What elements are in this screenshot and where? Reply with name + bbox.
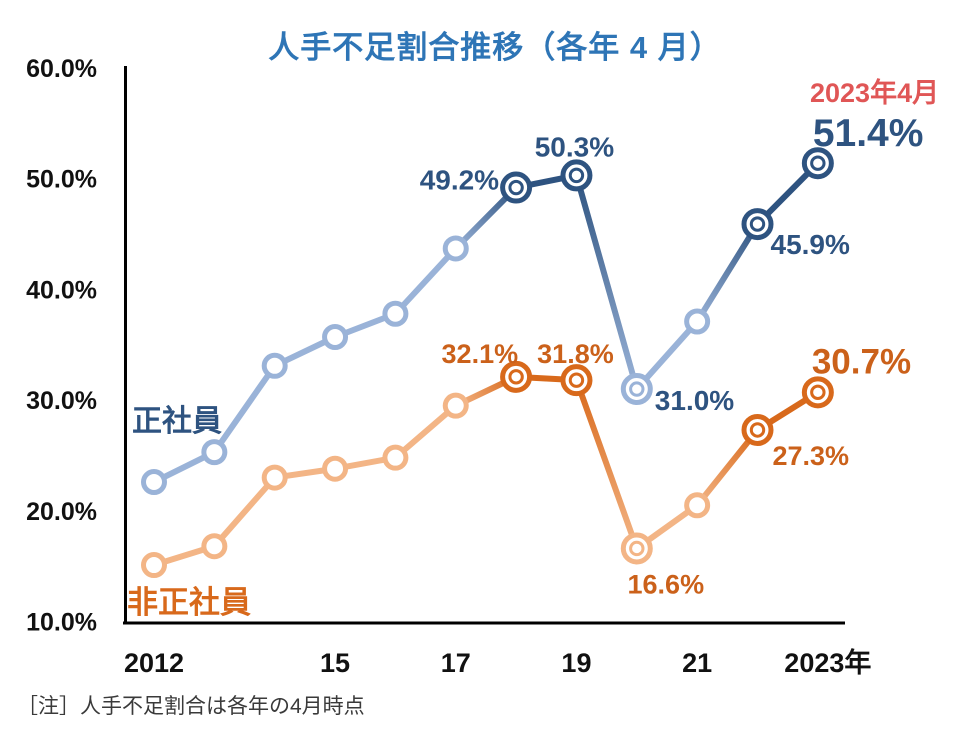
regular-employee-segment-2021-2022 [694, 221, 761, 325]
x-tick-label-2012: 2012 [124, 648, 184, 678]
regular-employee-point-inner-ring-2023 [810, 155, 826, 171]
non-regular-employee-point-2012 [141, 552, 167, 579]
y-tick-label-30: 30.0% [26, 387, 97, 415]
regular-employee-point-2017 [442, 235, 469, 262]
regular-employee-data-label-2018: 49.2% [420, 165, 499, 196]
non-regular-employee-data-label-2022: 27.3% [773, 441, 850, 471]
non-regular-employee-data-label-2018: 32.1% [442, 339, 519, 369]
regular-employee-segment-2013-2014 [211, 362, 278, 456]
non-regular-employee-point-inner-ring-2023 [810, 384, 826, 401]
regular-employee-data-label-2020: 31.0% [655, 385, 734, 416]
non-regular-employee-point-2013 [201, 533, 228, 560]
y-tick-label-20: 20.0% [26, 498, 97, 526]
regular-employee-point-2016 [382, 300, 409, 327]
non-regular-employee-point-2016 [382, 444, 409, 471]
regular-employee-data-label-2022: 45.9% [771, 229, 850, 260]
non-regular-employee-point-inner-ring-2020 [629, 540, 645, 557]
y-tick-label-60: 60.0% [26, 55, 97, 83]
series-label-regular-employee: 正社員 [132, 405, 222, 438]
regular-employee-data-label-2019: 50.3% [535, 131, 614, 162]
non-regular-employee-data-label-2019: 31.8% [537, 339, 614, 369]
regular-employee-data-label-2023: 51.4% [813, 112, 924, 155]
x-tick-label-2023: 2023年 [784, 647, 871, 678]
regular-employee-point-2012 [141, 469, 167, 496]
y-tick-label-50: 50.0% [26, 166, 97, 194]
non-regular-employee-point-2017 [442, 392, 469, 419]
regular-employee-segment-2016-2017 [392, 245, 459, 317]
non-regular-employee-segment-2016-2017 [392, 402, 459, 461]
x-tick-label-2019: 19 [561, 648, 591, 678]
non-regular-employee-point-2014 [261, 464, 288, 491]
regular-employee-point-2021 [684, 308, 711, 335]
x-tick-label-2021: 21 [682, 648, 712, 678]
x-tick-label-2017: 17 [441, 648, 471, 678]
non-regular-employee-point-2015 [322, 455, 349, 482]
chart-footnote: ［注］人手不足割合は各年の4月時点 [17, 695, 365, 718]
y-tick-label-40: 40.0% [26, 276, 97, 304]
non-regular-employee-data-label-2020: 16.6% [628, 569, 705, 599]
x-tick-label-2015: 15 [320, 648, 350, 678]
regular-employee-point-inner-ring-2022 [749, 216, 766, 232]
page-title: 人手不足割合推移（各年 4 月） [268, 30, 722, 65]
regular-employee-point-inner-ring-2020 [629, 381, 645, 397]
non-regular-employee-segment-2019-2020 [573, 377, 640, 552]
series-label-non-regular-employee: 非正社員 [127, 585, 251, 620]
non-regular-employee-point-inner-ring-2019 [568, 372, 585, 388]
regular-employee-point-2015 [322, 324, 349, 351]
regular-employee-segment-2019-2020 [573, 172, 640, 393]
annotation-2023-april: 2023年4月 [810, 77, 939, 108]
non-regular-employee-data-label-2023: 30.7% [812, 342, 911, 381]
regular-employee-point-inner-ring-2019 [568, 167, 585, 184]
non-regular-employee-point-inner-ring-2018 [508, 369, 524, 385]
regular-employee-point-2014 [261, 352, 288, 379]
regular-employee-point-inner-ring-2018 [508, 179, 524, 196]
regular-employee-point-2013 [201, 439, 228, 466]
non-regular-employee-segment-2013-2014 [211, 474, 278, 550]
non-regular-employee-point-2021 [684, 492, 711, 519]
non-regular-employee-segment-2021-2022 [694, 426, 761, 509]
y-tick-label-10: 10.0% [26, 609, 97, 637]
non-regular-employee-point-inner-ring-2022 [749, 422, 766, 438]
